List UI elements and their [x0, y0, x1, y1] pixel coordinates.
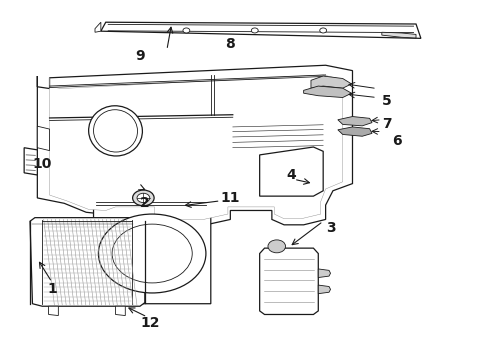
Polygon shape [49, 306, 58, 316]
Text: 7: 7 [382, 117, 392, 131]
Polygon shape [260, 147, 323, 196]
Polygon shape [338, 127, 372, 136]
Polygon shape [37, 126, 49, 150]
Polygon shape [318, 269, 331, 278]
Polygon shape [101, 22, 421, 39]
Polygon shape [37, 65, 352, 225]
Polygon shape [338, 117, 372, 126]
Text: 1: 1 [47, 282, 57, 296]
Polygon shape [116, 306, 125, 316]
Polygon shape [95, 22, 101, 32]
Polygon shape [318, 285, 331, 294]
Polygon shape [24, 148, 37, 175]
Text: 8: 8 [225, 37, 235, 51]
Polygon shape [311, 76, 351, 88]
Ellipse shape [89, 106, 143, 156]
Polygon shape [49, 75, 343, 220]
Polygon shape [304, 86, 351, 98]
Ellipse shape [94, 110, 138, 152]
Circle shape [251, 28, 258, 33]
Text: 4: 4 [287, 168, 296, 182]
Polygon shape [30, 218, 145, 306]
Circle shape [268, 240, 286, 253]
Circle shape [137, 193, 150, 203]
Text: 11: 11 [220, 191, 240, 205]
Circle shape [133, 190, 154, 206]
Text: 2: 2 [140, 196, 150, 210]
Circle shape [112, 224, 192, 283]
Text: 9: 9 [135, 49, 145, 63]
Text: 10: 10 [32, 157, 52, 171]
Text: 12: 12 [140, 316, 159, 330]
Circle shape [98, 214, 206, 293]
Circle shape [320, 28, 327, 33]
Text: 3: 3 [326, 221, 335, 235]
Text: 6: 6 [392, 134, 401, 148]
Polygon shape [94, 205, 211, 304]
Text: 5: 5 [382, 94, 392, 108]
Polygon shape [260, 248, 318, 315]
Circle shape [183, 28, 190, 33]
Polygon shape [382, 32, 416, 38]
